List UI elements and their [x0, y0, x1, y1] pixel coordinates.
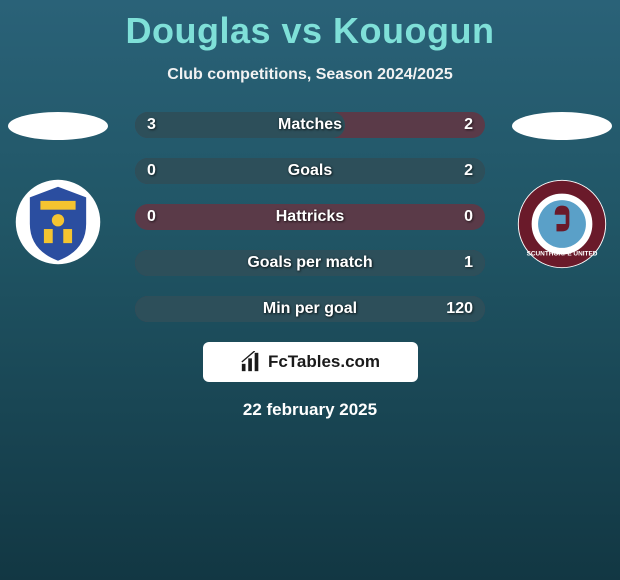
stat-right-value: 0	[464, 204, 473, 230]
stat-right-value: 2	[464, 112, 473, 138]
logo-text: FcTables.com	[268, 352, 380, 372]
right-player-column: SCUNTHORPE UNITED	[512, 112, 612, 270]
infographic-container: Douglas vs Kouogun Club competitions, Se…	[0, 0, 620, 580]
stat-right-value: 120	[446, 296, 473, 322]
svg-text:SCUNTHORPE UNITED: SCUNTHORPE UNITED	[527, 250, 598, 257]
stat-label: Goals	[135, 158, 485, 184]
stat-label: Goals per match	[135, 250, 485, 276]
left-player-column	[8, 112, 108, 266]
stats-area: SCUNTHORPE UNITED 3Matches20Goals20Hattr…	[0, 112, 620, 322]
stat-row: 3Matches2	[135, 112, 485, 138]
stat-right-value: 2	[464, 158, 473, 184]
player-silhouette-left	[8, 112, 108, 140]
fctables-logo: FcTables.com	[203, 342, 418, 382]
subtitle: Club competitions, Season 2024/2025	[0, 66, 620, 84]
stat-row: 0Hattricks0	[135, 204, 485, 230]
bar-chart-icon	[240, 351, 262, 373]
stat-label: Min per goal	[135, 296, 485, 322]
stat-rows: 3Matches20Goals20Hattricks0Goals per mat…	[135, 112, 485, 322]
stat-label: Matches	[135, 112, 485, 138]
date-text: 22 february 2025	[0, 400, 620, 420]
page-title: Douglas vs Kouogun	[0, 0, 620, 52]
stat-row: Min per goal120	[135, 296, 485, 322]
club-crest-right-icon: SCUNTHORPE UNITED	[516, 178, 608, 270]
stat-row: 0Goals2	[135, 158, 485, 184]
stat-right-value: 1	[464, 250, 473, 276]
club-crest-left-icon	[14, 178, 102, 266]
stat-row: Goals per match1	[135, 250, 485, 276]
stat-label: Hattricks	[135, 204, 485, 230]
player-silhouette-right	[512, 112, 612, 140]
